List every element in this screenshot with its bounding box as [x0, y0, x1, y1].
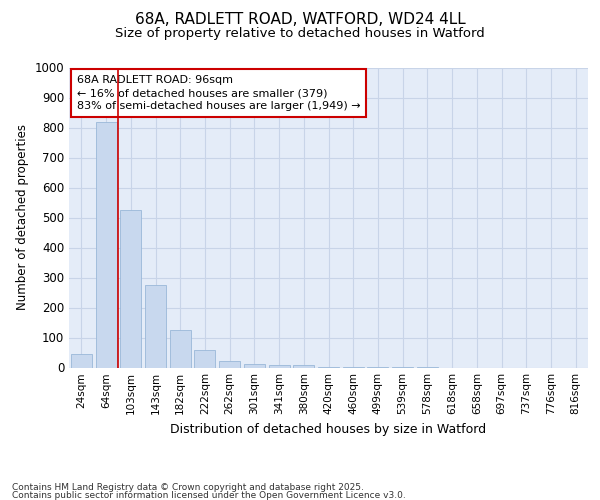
- Bar: [244, 364, 265, 368]
- Bar: [318, 366, 339, 368]
- Bar: [219, 361, 240, 368]
- Text: Contains public sector information licensed under the Open Government Licence v3: Contains public sector information licen…: [12, 490, 406, 500]
- X-axis label: Distribution of detached houses by size in Watford: Distribution of detached houses by size …: [170, 423, 487, 436]
- Bar: [194, 350, 215, 368]
- Bar: [145, 285, 166, 368]
- Bar: [71, 354, 92, 368]
- Y-axis label: Number of detached properties: Number of detached properties: [16, 124, 29, 310]
- Bar: [293, 365, 314, 368]
- Bar: [95, 122, 116, 368]
- Bar: [170, 330, 191, 368]
- Text: 68A, RADLETT ROAD, WATFORD, WD24 4LL: 68A, RADLETT ROAD, WATFORD, WD24 4LL: [134, 12, 466, 28]
- Bar: [120, 210, 141, 368]
- Bar: [343, 367, 364, 368]
- Text: Size of property relative to detached houses in Watford: Size of property relative to detached ho…: [115, 28, 485, 40]
- Bar: [269, 364, 290, 368]
- Text: 68A RADLETT ROAD: 96sqm
← 16% of detached houses are smaller (379)
83% of semi-d: 68A RADLETT ROAD: 96sqm ← 16% of detache…: [77, 75, 361, 112]
- Text: Contains HM Land Registry data © Crown copyright and database right 2025.: Contains HM Land Registry data © Crown c…: [12, 484, 364, 492]
